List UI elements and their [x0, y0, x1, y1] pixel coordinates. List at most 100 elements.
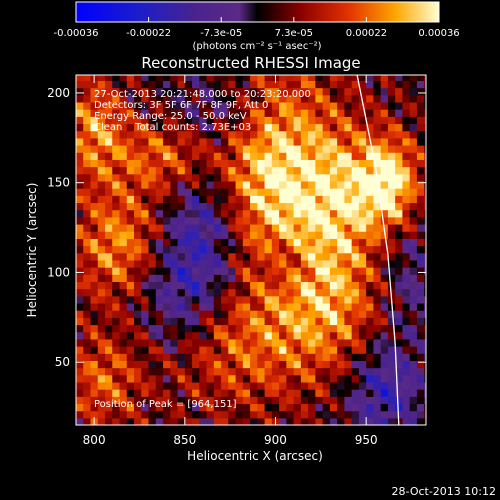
heatmap-cell: [155, 396, 164, 405]
heatmap-cell: [351, 317, 360, 326]
heatmap-cell: [184, 274, 193, 283]
heatmap-cell: [344, 302, 353, 311]
heatmap-cell: [337, 381, 345, 390]
heatmap-cell: [402, 238, 411, 247]
heatmap-cell: [141, 324, 150, 333]
heatmap-cell: [351, 101, 360, 110]
heatmap-cell: [163, 331, 171, 340]
heatmap-cell: [300, 223, 309, 232]
heatmap-cell: [308, 317, 316, 326]
heatmap-cell: [213, 252, 222, 261]
heatmap-cell: [90, 137, 99, 146]
heatmap-cell: [192, 166, 200, 175]
heatmap-cell: [264, 353, 273, 361]
heatmap-cell: [192, 209, 200, 218]
footer-timestamp: 28-Oct-2013 10:12: [392, 485, 496, 498]
heatmap-cell: [337, 166, 345, 175]
heatmap-cell: [257, 288, 266, 297]
heatmap-cell: [177, 223, 186, 232]
heatmap-cell: [163, 338, 171, 347]
heatmap-cell: [199, 381, 208, 390]
heatmap-cell: [126, 346, 135, 354]
heatmap-cell: [141, 267, 150, 275]
heatmap-cell: [322, 173, 331, 182]
heatmap-cell: [315, 274, 324, 283]
heatmap-cell: [163, 216, 171, 225]
heatmap-cell: [308, 101, 316, 110]
heatmap-cell: [134, 310, 142, 318]
heatmap-cell: [308, 302, 316, 311]
heatmap-cell: [250, 288, 258, 297]
heatmap-cell: [141, 238, 150, 247]
heatmap-cell: [416, 101, 425, 110]
heatmap-cell: [271, 152, 280, 160]
heatmap-cell: [126, 216, 135, 225]
heatmap-cell: [199, 331, 208, 340]
heatmap-cell: [271, 274, 280, 283]
heatmap-cell: [257, 310, 266, 318]
heatmap-cell: [90, 259, 99, 268]
heatmap-cell: [351, 310, 360, 318]
heatmap-cell: [387, 238, 396, 247]
heatmap-cell: [293, 116, 302, 125]
heatmap-cell: [315, 331, 324, 340]
heatmap-cell: [293, 152, 302, 160]
heatmap-cell: [279, 281, 287, 290]
heatmap-cell: [126, 137, 135, 146]
heatmap-cell: [228, 109, 237, 117]
heatmap-cell: [112, 166, 121, 175]
heatmap-cell: [221, 281, 229, 290]
heatmap-cell: [206, 259, 215, 268]
heatmap-cell: [163, 252, 171, 261]
heatmap-cell: [192, 152, 200, 160]
heatmap-cell: [184, 295, 193, 304]
heatmap-cell: [416, 202, 425, 211]
heatmap-cell: [112, 389, 121, 397]
heatmap-cell: [163, 202, 171, 211]
heatmap-cell: [424, 288, 426, 297]
annotation-detectors: Detectors: 3F 5F 6F 7F 8F 9F, Att 0: [94, 100, 268, 111]
heatmap-cell: [373, 223, 382, 232]
heatmap-cell: [344, 173, 353, 182]
heatmap-cell: [337, 159, 345, 168]
heatmap-cell: [416, 209, 425, 218]
heatmap-cell: [250, 231, 258, 239]
heatmap-cell: [322, 360, 331, 369]
heatmap-cell: [402, 166, 411, 175]
heatmap-cell: [329, 389, 338, 397]
heatmap-cell: [90, 410, 99, 419]
heatmap-cell: [213, 346, 222, 354]
heatmap-cell: [250, 166, 258, 175]
heatmap-cell: [358, 209, 367, 218]
heatmap-cell: [134, 360, 142, 369]
heatmap-cell: [257, 145, 266, 153]
heatmap-cell: [213, 381, 222, 390]
heatmap-cell: [380, 288, 389, 297]
heatmap-cell: [192, 195, 200, 204]
heatmap-cell: [213, 295, 222, 304]
heatmap-cell: [199, 137, 208, 146]
heatmap-cell: [134, 87, 142, 96]
heatmap-cell: [221, 123, 229, 132]
heatmap-cell: [141, 310, 150, 318]
heatmap-cell: [228, 417, 237, 425]
heatmap-cell: [279, 202, 287, 211]
heatmap-cell: [170, 116, 179, 125]
heatmap-cell: [170, 302, 179, 311]
heatmap-cell: [380, 389, 389, 397]
heatmap-cell: [337, 152, 345, 160]
heatmap-cell: [351, 295, 360, 304]
heatmap-cell: [134, 353, 142, 361]
heatmap-cell: [163, 238, 171, 247]
heatmap-cell: [250, 75, 258, 81]
heatmap-cell: [112, 75, 121, 81]
heatmap-cell: [184, 238, 193, 247]
heatmap-cell: [300, 87, 309, 96]
heatmap-cell: [257, 367, 266, 376]
heatmap-cell: [424, 195, 426, 204]
heatmap-cell: [192, 101, 200, 110]
heatmap-cell: [308, 188, 316, 196]
heatmap-cell: [105, 346, 113, 354]
heatmap-cell: [105, 310, 113, 318]
heatmap-cell: [271, 410, 280, 419]
